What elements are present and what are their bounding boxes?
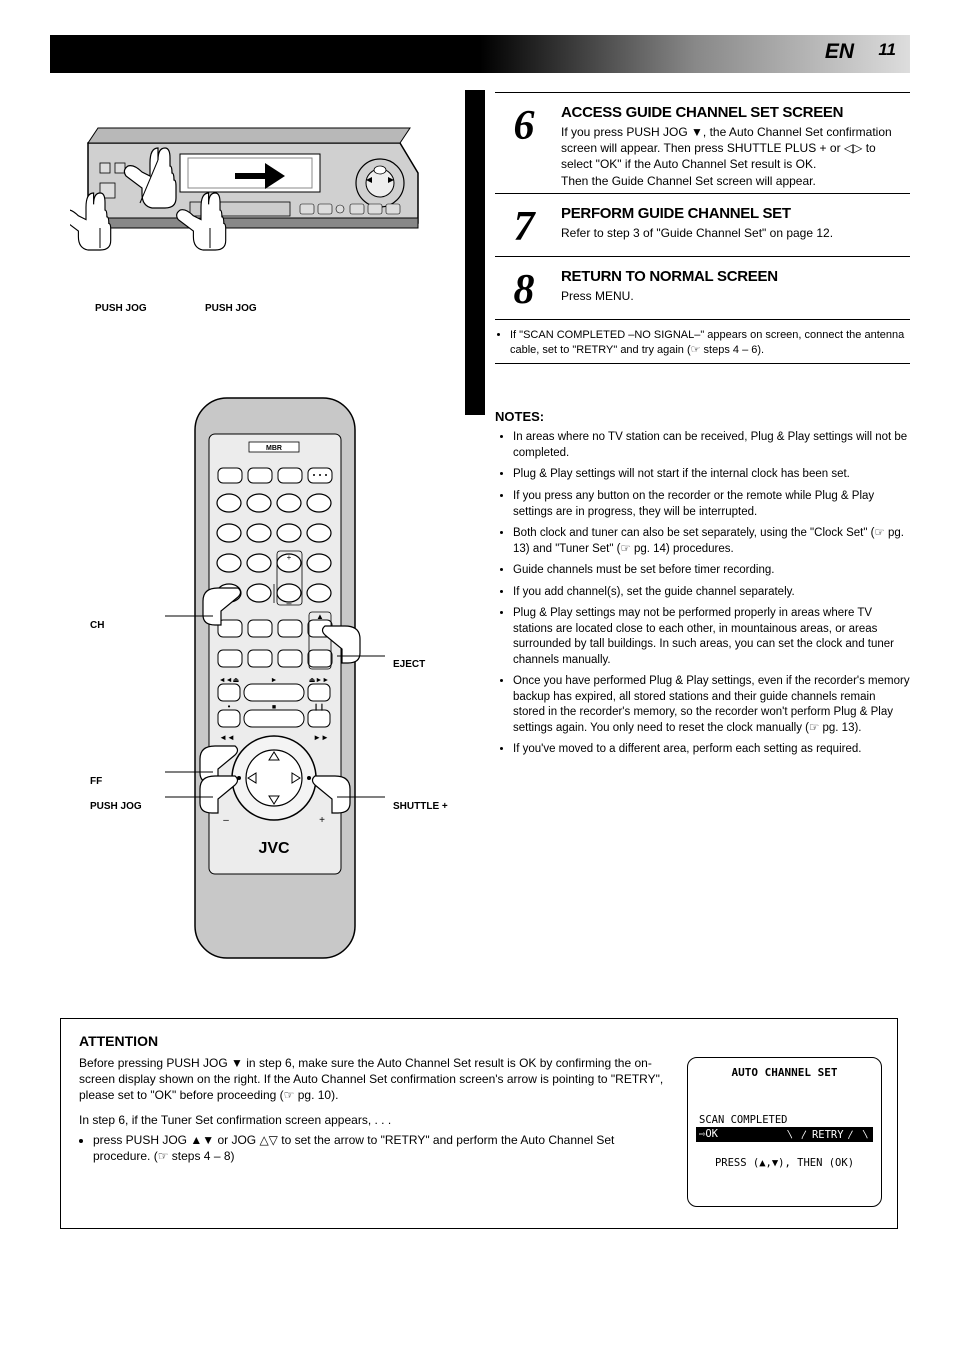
svg-text:JVC: JVC <box>258 840 290 857</box>
svg-text:+: + <box>287 553 292 562</box>
step-title: PERFORM GUIDE CHANNEL SET <box>561 205 910 222</box>
note-item: If you've moved to a different area, per… <box>513 742 910 758</box>
rule <box>495 193 910 194</box>
attention-box: ATTENTION Before pressing PUSH JOG ▼ in … <box>60 1018 898 1229</box>
step-title: RETURN TO NORMAL SCREEN <box>561 268 910 285</box>
svg-text:⏏►►: ⏏►► <box>309 677 329 684</box>
header-gradient-bar <box>50 35 910 73</box>
svg-text:►: ► <box>271 677 278 684</box>
attention-body2: In step 6, if the Tuner Set confirmation… <box>79 1112 669 1128</box>
step-body: Press MENU. <box>561 288 910 304</box>
remote-illustration: MBR + – <box>165 388 385 988</box>
step-8-note-item: If "SCAN COMPLETED –NO SIGNAL–" appears … <box>510 328 910 358</box>
note-item: Both clock and tuner can also be set sep… <box>513 526 910 557</box>
remote-label-push: PUSH JOG <box>90 801 142 812</box>
osd-title: AUTO CHANNEL SET <box>696 1066 873 1079</box>
rule <box>495 363 910 364</box>
step-6: 6 ACCESS GUIDE CHANNEL SET SCREEN If you… <box>465 101 910 189</box>
attention-body1: Before pressing PUSH JOG ▼ in step 6, ma… <box>79 1055 669 1104</box>
blink-icon: 〳 〵 <box>847 1128 870 1141</box>
svg-text:–: – <box>223 815 229 826</box>
step-8-note: If "SCAN COMPLETED –NO SIGNAL–" appears … <box>465 328 910 358</box>
step-body: Then the Guide Channel Set screen will a… <box>561 173 910 189</box>
svg-text:■: ■ <box>272 704 276 711</box>
svg-text:–: – <box>286 598 291 608</box>
page-number: 11 <box>878 40 896 60</box>
osd-retry: RETRY <box>812 1129 844 1141</box>
note-item: If you add channel(s), set the guide cha… <box>513 585 910 601</box>
rule <box>495 319 910 320</box>
remote-label-shuttle: SHUTTLE + <box>393 801 448 812</box>
rule <box>495 92 910 93</box>
note-item: Plug & Play settings may not be performe… <box>513 606 910 668</box>
note-item: In areas where no TV station can be rece… <box>513 430 910 461</box>
svg-text:◄◄: ◄◄ <box>219 733 235 742</box>
attention-bullet: press PUSH JOG ▲▼ or JOG △▽ to set the a… <box>93 1132 669 1164</box>
step-body: Refer to step 3 of "Guide Channel Set" o… <box>561 225 910 241</box>
lang-label: EN <box>825 40 854 64</box>
note-item: Once you have performed Plug & Play sett… <box>513 674 910 736</box>
note-item: Plug & Play settings will not start if t… <box>513 467 910 483</box>
svg-text:+: + <box>319 815 325 826</box>
attention-title: ATTENTION <box>79 1033 669 1049</box>
svg-text:MBR: MBR <box>266 445 282 452</box>
note-item: Guide channels must be set before timer … <box>513 563 910 579</box>
remote-label-ch: CH <box>90 620 104 631</box>
svg-text:•: • <box>228 702 231 711</box>
step-8: 8 RETURN TO NORMAL SCREEN Press MENU. <box>465 265 910 315</box>
step-body: If you press PUSH JOG ▼, the Auto Channe… <box>561 124 910 173</box>
step-title: ACCESS GUIDE CHANNEL SET SCREEN <box>561 104 910 121</box>
step-number: 6 <box>495 101 553 151</box>
vcr-label-push1: PUSH JOG <box>95 303 147 315</box>
osd-footer: PRESS (▲,▼), THEN (OK) <box>715 1157 854 1169</box>
svg-text:▲: ▲ <box>316 612 324 621</box>
vcr-label-push2: PUSH JOG <box>205 303 257 315</box>
notes-heading: NOTES: <box>465 409 910 424</box>
svg-text:►►: ►► <box>313 733 329 742</box>
right-column: 6 ACCESS GUIDE CHANNEL SET SCREEN If you… <box>465 88 910 764</box>
step-number: 8 <box>495 265 553 315</box>
remote-label-eject: EJECT <box>393 659 425 670</box>
remote-label-ff: FF <box>90 776 102 787</box>
rule <box>495 256 910 257</box>
note-item: If you press any button on the recorder … <box>513 489 910 520</box>
svg-text:❙❙: ❙❙ <box>313 703 325 711</box>
osd-ok: ⇨OK <box>699 1128 718 1141</box>
vcr-illustration <box>70 88 430 278</box>
blink-icon: 〵 〳 <box>786 1128 809 1141</box>
step-number: 7 <box>495 202 553 252</box>
step-7: 7 PERFORM GUIDE CHANNEL SET Refer to ste… <box>465 202 910 252</box>
svg-text:◄◄⏏: ◄◄⏏ <box>219 677 239 684</box>
notes-list: In areas where no TV station can be rece… <box>465 430 910 757</box>
left-column: PUSH JOG PUSH JOG MBR <box>50 88 450 278</box>
osd-line: SCAN COMPLETED <box>699 1114 788 1126</box>
osd-screen: AUTO CHANNEL SET SCAN COMPLETED ⇨OK 〵 〳 … <box>687 1057 882 1207</box>
